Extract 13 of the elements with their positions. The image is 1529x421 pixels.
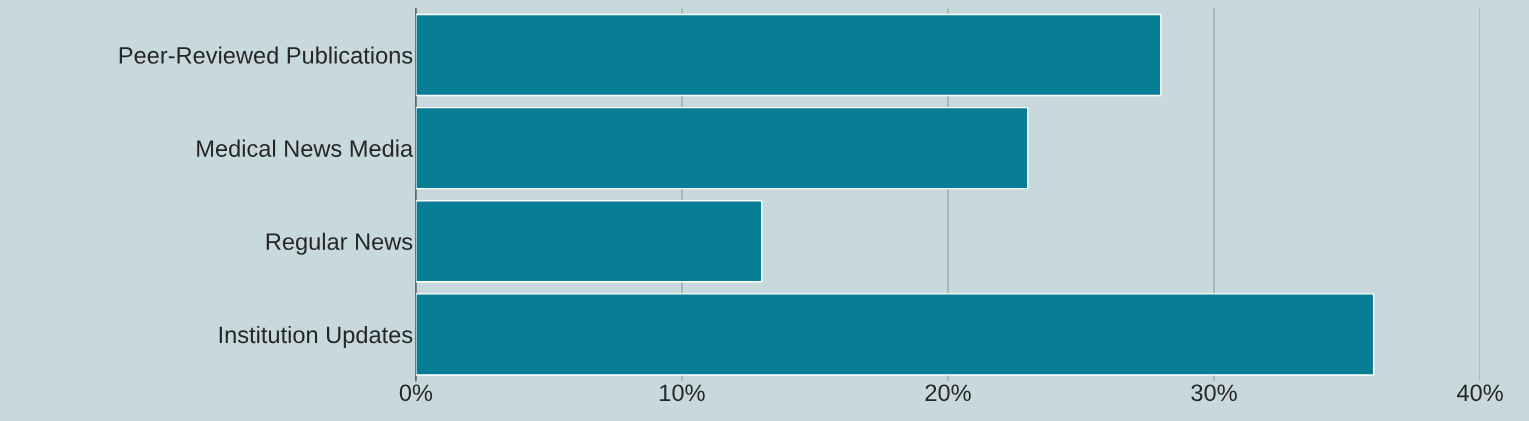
y-tick-label: Regular News: [266, 232, 413, 255]
bar: [415, 200, 763, 283]
y-tick-label: Institution Updates: [219, 325, 413, 348]
x-tick-label: 40%: [1456, 384, 1503, 402]
bar: [415, 106, 1029, 190]
bar: [415, 13, 1162, 97]
x-tick-label: 20%: [925, 384, 971, 402]
bar: [415, 293, 1375, 376]
y-tick-label: Medical News Media: [197, 139, 414, 157]
x-tick-label: 30%: [1191, 384, 1237, 402]
x-tick-label: 10%: [660, 384, 705, 402]
x-tick-label: 0%: [399, 384, 433, 402]
y-tick-label: Peer-Reviewed Publications: [119, 46, 413, 64]
